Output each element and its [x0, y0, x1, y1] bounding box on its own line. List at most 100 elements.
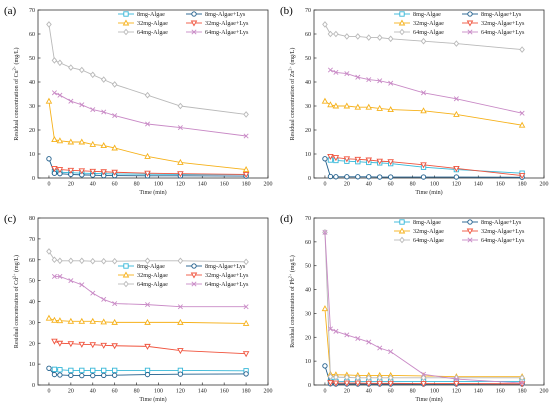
data-point	[420, 174, 427, 180]
x-tick-label: 120	[452, 182, 461, 188]
data-point	[343, 102, 351, 109]
legend-item: 32mg-Algae+Lys	[462, 20, 525, 27]
legend-label: 64mg-Algae	[413, 237, 444, 244]
series-line	[54, 276, 247, 308]
data-point	[56, 137, 64, 144]
legend-label: 64mg-Algae+Lys	[205, 281, 249, 288]
data-point	[344, 33, 350, 40]
data-point	[366, 174, 372, 180]
legend-marker	[399, 219, 405, 225]
data-point	[112, 372, 118, 378]
y-tick-label: 0	[32, 383, 35, 389]
data-point	[68, 372, 74, 379]
data-point	[388, 349, 394, 355]
series-8mg-algae-lys	[46, 365, 249, 379]
legend-marker	[191, 11, 197, 17]
panel-label: (a)	[4, 5, 17, 17]
data-point	[355, 33, 361, 40]
x-tick-label: 120	[452, 389, 461, 395]
y-axis-label-text: Residual concentration of Pb	[289, 278, 296, 347]
x-tick-label: 140	[198, 389, 207, 395]
data-point	[242, 351, 250, 358]
legend-label: 8mg-Algae	[137, 263, 165, 270]
data-point	[78, 138, 86, 145]
series-8mg-algae	[51, 366, 249, 374]
legend-label: 64mg-Algae	[137, 281, 168, 288]
y-tick-label: 20	[29, 341, 35, 347]
data-point	[376, 104, 383, 111]
legend-item: 64mg-Algae	[118, 28, 168, 36]
x-axis-label: Time (min)	[139, 396, 166, 403]
chart-panel-b: 0 20 40 60 80 100 120 140 160 180 200 0 10 20 30 40 50 60…	[280, 5, 549, 196]
data-point	[327, 173, 334, 180]
data-point	[322, 156, 328, 162]
legend-marker	[123, 263, 129, 269]
series-line	[324, 232, 523, 379]
y-tick-label: 50	[29, 56, 35, 62]
legend-item: 32mg-Algae+Lys	[186, 20, 249, 27]
data-point	[57, 372, 63, 378]
legend-label: 64mg-Algae+Lys	[481, 29, 525, 36]
legend-marker	[191, 263, 197, 269]
x-tick-label: 100	[430, 389, 439, 395]
data-point	[376, 158, 383, 165]
data-point	[46, 248, 52, 255]
legend-marker	[398, 19, 406, 26]
y-tick-label: 20	[29, 128, 35, 134]
y-tick-label: 30	[29, 104, 35, 110]
y-tick-label: 10	[29, 152, 35, 158]
data-point	[333, 328, 339, 334]
data-point	[355, 174, 361, 180]
y-tick-label: 50	[305, 56, 311, 62]
x-tick-label: 40	[366, 182, 372, 188]
y-axis-label: Residual concentration of Zn2+ (mg/L)	[288, 48, 297, 141]
y-tick-label: 60	[29, 258, 35, 264]
data-point	[144, 371, 151, 378]
data-point	[388, 80, 394, 86]
legend-marker	[398, 227, 406, 234]
series-64mg-algae	[46, 21, 249, 118]
data-point	[112, 113, 118, 119]
legend-marker	[190, 20, 198, 27]
data-point	[67, 341, 75, 348]
x-tick-label: 40	[90, 389, 96, 395]
legend-label: 32mg-Algae+Lys	[205, 272, 249, 279]
data-point	[78, 317, 86, 324]
legend-item: 8mg-Algae	[394, 11, 441, 18]
legend-marker	[399, 11, 405, 17]
data-point	[68, 64, 74, 71]
x-tick-label: 20	[68, 389, 74, 395]
data-point	[327, 380, 334, 387]
data-point	[100, 142, 107, 149]
data-point	[67, 167, 75, 174]
x-tick-label: 60	[388, 182, 394, 188]
series-64mg-algae	[322, 229, 525, 382]
data-point	[420, 107, 427, 114]
data-point	[112, 367, 118, 374]
data-point	[453, 165, 460, 172]
data-point	[343, 156, 351, 163]
legend-marker	[191, 281, 197, 287]
data-point	[100, 257, 107, 265]
y-tick-label: 70	[305, 216, 311, 222]
data-point	[57, 367, 63, 373]
legend-label: 64mg-Algae	[413, 29, 444, 36]
legend-label: 8mg-Algae+Lys	[205, 11, 246, 18]
legend-marker	[123, 28, 129, 36]
data-point	[332, 155, 340, 162]
x-tick-label: 160	[220, 389, 229, 395]
data-point	[518, 121, 526, 128]
data-point	[90, 290, 96, 296]
legend-label: 32mg-Algae	[137, 272, 168, 279]
data-point	[68, 278, 74, 284]
y-axis-label: Residual concentration of Pb2+ (mg/L)	[288, 255, 297, 347]
data-point	[354, 103, 362, 110]
series-line	[54, 167, 247, 175]
legend-label: 8mg-Algae+Lys	[205, 263, 246, 270]
x-tick-label: 160	[220, 182, 229, 188]
series-line	[48, 101, 247, 171]
legend-label: 8mg-Algae	[413, 11, 441, 18]
chart-panel-c: 0 20 40 60 80 100 120 140 160 180 200 0 10 20 30 40 50 60…	[4, 213, 273, 403]
data-point	[78, 341, 86, 348]
series-32mg-algae-lys	[327, 380, 526, 388]
